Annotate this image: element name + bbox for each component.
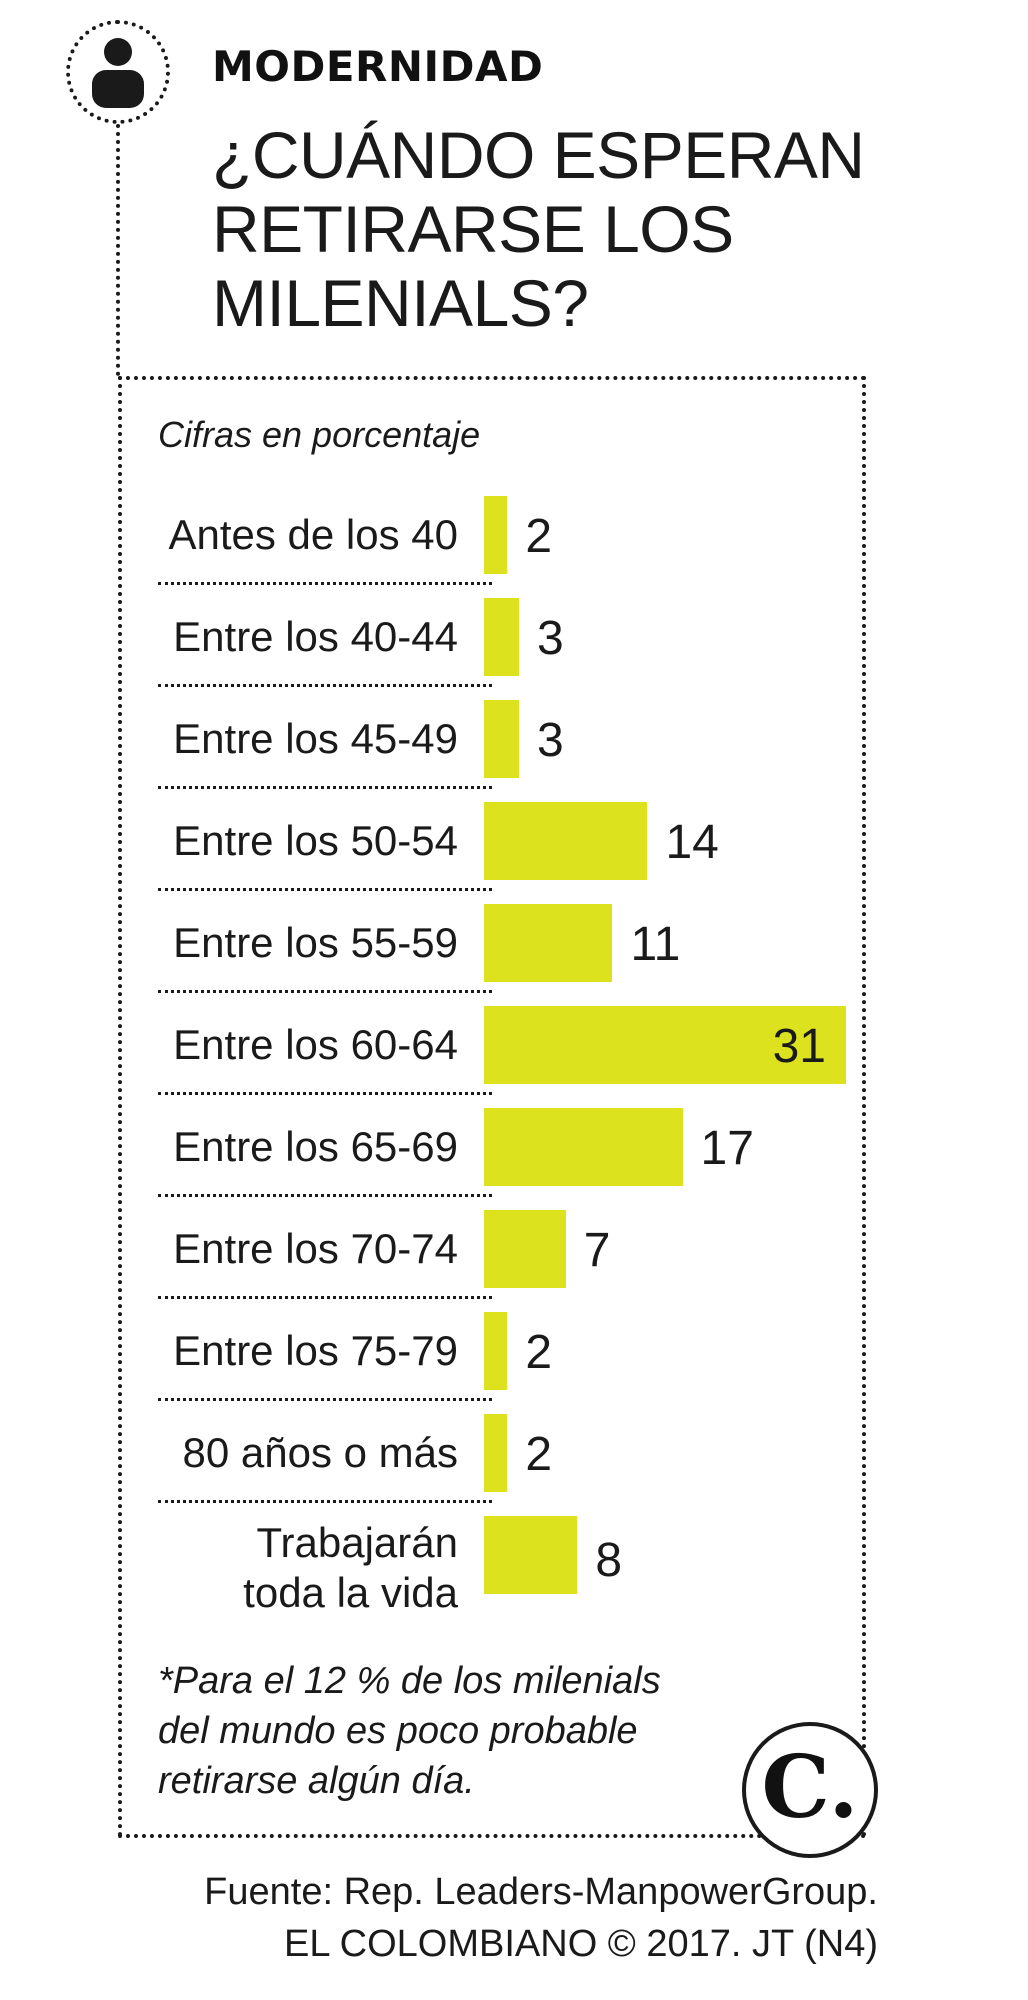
bar	[484, 1210, 566, 1288]
category-label: Antes de los 40	[168, 511, 458, 558]
value-label: 2	[525, 510, 553, 563]
logo-mark: C.	[761, 1737, 859, 1838]
row-separator	[158, 1296, 492, 1299]
row-separator	[158, 990, 492, 993]
value-label: 11	[630, 918, 681, 971]
row-separator	[158, 684, 492, 687]
value-label: 2	[525, 1326, 553, 1379]
value-label: 2	[525, 1428, 553, 1481]
value-label: 17	[700, 1122, 754, 1175]
value-label: 3	[537, 714, 564, 767]
category-label: Entre los 65-69	[173, 1123, 458, 1170]
category-label: Entre los 50-54	[173, 817, 458, 864]
category-label: Entre los 60-64	[173, 1021, 458, 1068]
category-label: Entre los 75-79	[173, 1327, 458, 1374]
source-line-1: Fuente: Rep. Leaders-ManpowerGroup.	[204, 1871, 878, 1913]
category-label: Entre los 70-74	[173, 1225, 458, 1272]
row-separator	[158, 1398, 492, 1401]
bar	[484, 904, 613, 982]
bar	[484, 1006, 846, 1084]
category-label: Entre los 45-49	[173, 715, 458, 762]
source-credit: Fuente: Rep. Leaders-ManpowerGroup. EL C…	[204, 1866, 878, 1970]
row-separator	[158, 582, 492, 585]
footnote: *Para el 12 % de los milenials del mundo…	[158, 1660, 661, 1802]
category-label: 80 años o más	[182, 1429, 458, 1476]
source-line-2: EL COLOMBIANO © 2017. JT (N4)	[284, 1923, 878, 1965]
person-icon	[66, 20, 170, 124]
chart-panel	[118, 376, 866, 1838]
value-label: 8	[595, 1534, 623, 1587]
bar	[484, 1414, 508, 1492]
category-label: Entre los 40-44	[173, 613, 458, 660]
page-title: ¿CUÁNDO ESPERAN RETIRARSE LOS MILENIALS?	[212, 118, 865, 340]
row-separator	[158, 888, 492, 891]
value-label: 14	[665, 816, 719, 869]
connector-line	[116, 124, 120, 376]
bar	[484, 700, 520, 778]
person-silhouette-icon	[92, 38, 144, 108]
row-separator	[158, 786, 492, 789]
bar	[484, 1312, 508, 1390]
row-separator	[158, 1194, 492, 1197]
bar	[484, 598, 520, 676]
value-label: 3	[537, 612, 564, 665]
section-kicker: MODERNIDAD	[212, 42, 544, 91]
chart-note: Cifras en porcentaje	[158, 414, 481, 455]
bar	[484, 1108, 683, 1186]
bar	[484, 1516, 578, 1594]
el-colombiano-logo: C.	[742, 1722, 878, 1858]
bar	[484, 496, 508, 574]
category-label: Trabajarán toda la vida	[243, 1519, 458, 1616]
value-label: 7	[583, 1224, 611, 1277]
category-label: Entre los 55-59	[173, 919, 458, 966]
bar	[484, 802, 648, 880]
row-separator	[158, 1500, 492, 1503]
value-label: 31	[772, 1020, 826, 1073]
row-separator	[158, 1092, 492, 1095]
